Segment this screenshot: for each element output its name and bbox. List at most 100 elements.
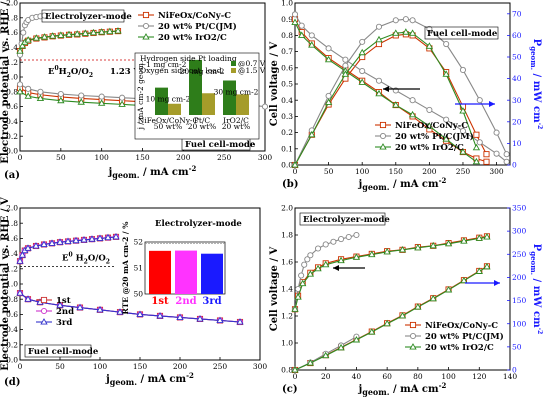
series-b-voltage-1-point	[342, 56, 349, 63]
panel-label: (c)	[282, 384, 298, 395]
panel-a-y-tick-label: 2.0	[6, 0, 18, 8]
series-b-voltage-1-point	[459, 127, 467, 135]
inset-a-legend-label: @1.5 V	[238, 66, 266, 75]
series-c-voltage-2	[291, 233, 491, 312]
panel-b-y2-tick-label: 40	[512, 74, 522, 83]
series-c-power-2-point	[352, 336, 361, 343]
series-c-voltage-1-point	[304, 256, 311, 263]
series-c-voltage-1-point	[338, 235, 345, 243]
panel-d-x-tick-label: 100	[93, 362, 108, 371]
panel-d-y-tick-label: 1.2	[6, 264, 18, 273]
series-b-power-1-point	[392, 17, 399, 24]
panel-d-x-tick-label: 200	[173, 362, 188, 371]
panel-d-x-tick-label: 150	[133, 362, 148, 371]
panel-b-y2-tick-label: 20	[512, 117, 522, 126]
panel-d: 0 50 100 150 200 250 300 0.0 0.2 0.4 0.6 0.8 1.0 1.2 1…	[0, 197, 267, 388]
legend-marker	[379, 121, 387, 129]
series-c-power-2-point	[306, 359, 315, 366]
series-a-oer-2-point	[106, 27, 114, 35]
series-b-voltage-2-point	[442, 135, 450, 142]
series-c-voltage-2-point	[294, 293, 302, 300]
panel-c-x-tick-label: 140	[503, 372, 518, 381]
inset-a-text: Oxygen side cat. load.	[140, 66, 224, 75]
series-b-voltage-2-point	[472, 157, 481, 165]
series-a-oer-2-point	[48, 32, 57, 39]
panel-c-x-tick-label: 100	[441, 372, 456, 381]
series-c-voltage-2-point	[352, 253, 361, 260]
series-b-power-2-point	[402, 28, 410, 35]
series-b-power-0-line	[294, 33, 487, 166]
panel-b-y-tick-label: 0.0	[281, 161, 293, 170]
inset-d-category: 1st	[151, 296, 169, 307]
series-d-oer-2-point	[48, 239, 56, 246]
series-d-orr-2-point	[24, 295, 32, 302]
series-d-oer-2-point	[16, 257, 24, 264]
series-c-voltage-1-point	[307, 252, 314, 259]
series-d-oer-2-point	[56, 238, 64, 245]
series-d-orr-2	[16, 289, 244, 325]
series-c-voltage-2-point	[444, 239, 453, 247]
series-c-voltage-2-point	[306, 270, 315, 277]
series-c-voltage-2-point	[322, 260, 330, 268]
panel-b-y-tick-label: 0.4	[281, 96, 293, 105]
series-d-orr-2-point	[136, 310, 144, 317]
inset-a-category-sub: 20 wt%	[188, 122, 217, 131]
series-b-voltage-0-point	[483, 158, 490, 165]
panel-b: 0 50 100 150 200 250 3000.00.10.20.30.40.50.60…	[269, 0, 543, 192]
legend-label: NiFeOx/CoNy-C	[158, 11, 231, 21]
panel-b-y2-tick-label: 50	[512, 53, 522, 62]
panel-d-x-tick-label: 50	[55, 362, 65, 371]
series-b-power-1	[291, 16, 510, 169]
inset-a-bar	[223, 80, 236, 115]
series-a-orr-2-point	[24, 92, 32, 99]
series-a-orr-1-point	[37, 88, 44, 95]
series-a-oer-2-point	[57, 31, 65, 38]
series-b-power-1-point	[503, 151, 510, 158]
panel-a-y-tick-label: 1.8	[6, 13, 18, 22]
series-c-power-2-point	[475, 267, 483, 274]
series-b-voltage-2-point	[408, 110, 417, 118]
panel-d-y-tick-label: 1.6	[6, 234, 18, 243]
mode-box-bottom	[24, 344, 92, 358]
panel-b-x-tick-label: 250	[456, 167, 471, 176]
panel-b-x-tick-label: 50	[324, 167, 334, 176]
series-b-power-1-point	[409, 17, 416, 24]
legend-marker	[142, 22, 150, 30]
series-d-oer-2-point	[24, 244, 32, 251]
series-d-orr-2-point	[196, 315, 204, 322]
series-c-voltage-2-point	[475, 234, 483, 241]
legend-label: 20 wt% Pt/C(JM)	[158, 21, 237, 32]
series-d-oer-2-point	[88, 235, 96, 242]
inset-a-category-sub: 50 wt%	[154, 122, 183, 131]
series-c-voltage-2-point	[314, 264, 322, 272]
panel-b-y2-tick-label: 70	[512, 9, 522, 18]
panel-d-y-tick-label: 0.8	[6, 295, 18, 304]
series-c-voltage-1-point	[345, 233, 352, 241]
series-a-orr-1-point	[78, 92, 85, 99]
series-c-voltage-1-point	[353, 231, 360, 239]
series-d-oer-2-point	[18, 251, 27, 258]
panel-a-x-tick-label: 100	[95, 153, 110, 162]
panel-a-y-tick-label: 0.4	[6, 117, 18, 126]
panel-a-x-tick-label: 150	[135, 153, 150, 162]
legend-marker	[142, 33, 150, 40]
series-b-power-1-point	[359, 38, 366, 45]
panel-a-y-tick-label: 1.2	[6, 58, 18, 67]
series-b-power-0-point	[483, 151, 490, 158]
panel-b-y-tick-label: 0.8	[281, 31, 293, 40]
panel-c-x-tick-label: 20	[321, 372, 331, 381]
series-a-oer-2-point	[97, 28, 106, 35]
mode-label-top: Electrolyzer-mode	[155, 219, 242, 229]
y-axis-title: Electrode potential vs. RHE / V	[0, 197, 11, 371]
series-c-voltage-2-point	[414, 243, 422, 251]
panel-a-y-tick-label: 1.6	[6, 28, 18, 37]
inset-a-legend-label: @0.7 V	[238, 59, 266, 68]
panel-label: (a)	[4, 170, 20, 181]
mode-box-top	[41, 9, 125, 23]
series-c-voltage-2-point	[368, 250, 376, 258]
panel-b-y-tick-label: 0.1	[281, 144, 293, 153]
inset-a-ylabel: j / mA cm-2 geom.	[136, 61, 145, 131]
series-b-voltage-1-point	[298, 22, 305, 29]
inset-d-category: 2nd	[175, 296, 196, 307]
series-b-voltage-1-point	[503, 158, 510, 165]
